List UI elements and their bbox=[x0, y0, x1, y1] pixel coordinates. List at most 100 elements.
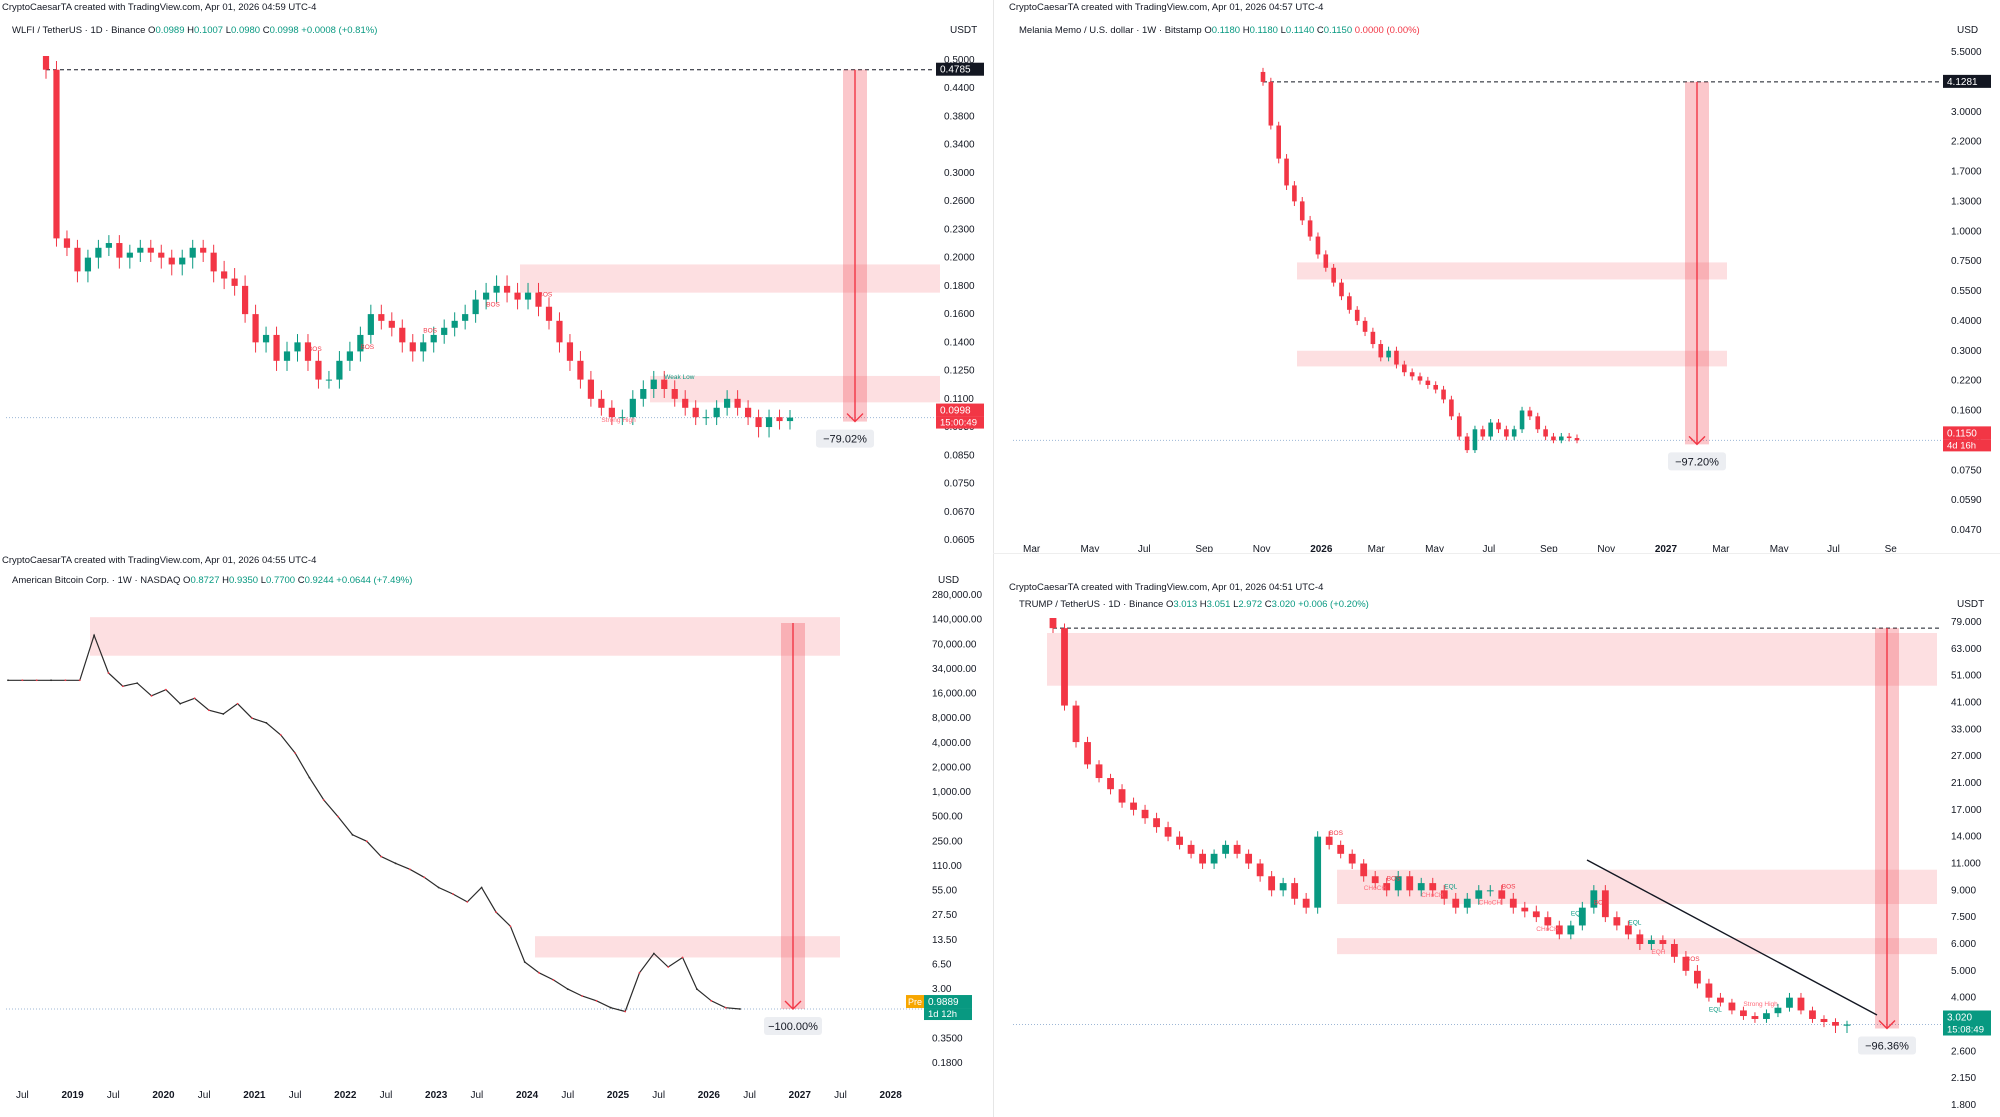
trend-line bbox=[1586, 859, 1878, 1016]
candle-body bbox=[1302, 898, 1310, 908]
ath-tag-bg bbox=[1943, 74, 1991, 88]
y-tick-label: 13.50 bbox=[932, 935, 957, 946]
candle-body bbox=[1417, 883, 1425, 891]
structure-annotation: EQL bbox=[1571, 910, 1584, 917]
chart-american-bitcoin-svg[interactable]: American Bitcoin Corp. · 1W · NASDAQ O0.… bbox=[0, 553, 993, 1117]
candle-body bbox=[1107, 778, 1114, 790]
candle-body bbox=[671, 389, 678, 399]
drop-label: −100.00% bbox=[768, 1021, 818, 1033]
y-tick-label: 1.7000 bbox=[1951, 167, 1982, 178]
candle-body bbox=[1774, 1007, 1782, 1014]
candle-body bbox=[1535, 416, 1541, 430]
candle-body bbox=[786, 417, 794, 422]
candle-body bbox=[1378, 344, 1384, 358]
candle-body bbox=[388, 320, 395, 328]
x-tick-label: Jul bbox=[16, 1090, 29, 1101]
candle-body bbox=[524, 292, 532, 300]
candle-body bbox=[221, 271, 228, 279]
x-tick-label: Jul bbox=[1827, 544, 1840, 552]
candle-body bbox=[1440, 890, 1448, 899]
y-tick-label: 27.000 bbox=[1951, 751, 1982, 762]
x-tick-label: Jul bbox=[1138, 544, 1151, 552]
y-tick-label: 0.0470 bbox=[1951, 525, 1982, 536]
countdown: 15:00:49 bbox=[940, 418, 977, 429]
candle-body bbox=[1624, 925, 1632, 935]
y-tick-label: 0.1100 bbox=[944, 394, 974, 405]
candle-body bbox=[84, 257, 92, 272]
panel-divider-vertical bbox=[993, 0, 994, 1117]
x-tick-label: Jul bbox=[834, 1090, 847, 1101]
price-line bbox=[8, 633, 741, 1013]
candle-body bbox=[1488, 422, 1493, 437]
x-tick-label: Jul bbox=[1483, 544, 1496, 552]
structure-annotation: CHoCH bbox=[1421, 892, 1444, 899]
chart-panel-wlfi: CryptoCaesarTA created with TradingView.… bbox=[0, 0, 993, 552]
candle-body bbox=[63, 238, 71, 248]
chart-melania-svg[interactable]: Melania Memo / U.S. dollar · 1W · Bitsta… bbox=[1007, 0, 2000, 552]
price-point bbox=[452, 893, 454, 895]
candle-body bbox=[1551, 436, 1556, 441]
chart-wlfi-svg[interactable]: WLFI / TetherUS · 1D · Binance O0.0989 H… bbox=[0, 0, 993, 552]
x-tick-label: 2025 bbox=[607, 1090, 630, 1101]
candle-body bbox=[1567, 925, 1575, 935]
y-tick-label: 1.3000 bbox=[1951, 196, 1982, 207]
pre-label-bg bbox=[906, 995, 924, 1009]
y-tick-label: 0.1250 bbox=[944, 366, 975, 377]
price-point bbox=[408, 868, 411, 871]
candle-body bbox=[744, 407, 752, 418]
drop-label-bg bbox=[1668, 452, 1726, 471]
candle-body bbox=[1728, 1002, 1736, 1011]
candle-body bbox=[1049, 618, 1057, 629]
candle-body bbox=[1578, 907, 1586, 926]
candle-body bbox=[1659, 940, 1667, 944]
price-point bbox=[251, 717, 253, 720]
price-point bbox=[337, 815, 340, 818]
chart-credit: CryptoCaesarTA created with TradingView.… bbox=[1009, 582, 1324, 593]
y-tick-label: 0.1800 bbox=[932, 1058, 963, 1069]
price-point bbox=[21, 679, 24, 682]
x-tick-label: Jul bbox=[652, 1090, 665, 1101]
structure-annotation: BOS bbox=[308, 346, 322, 353]
candle-body bbox=[587, 379, 595, 399]
candle-body bbox=[1233, 844, 1241, 854]
price-point bbox=[7, 679, 9, 682]
currency-label: USD bbox=[938, 575, 959, 586]
y-tick-label: 51.000 bbox=[1951, 671, 1982, 682]
candle-body bbox=[262, 334, 270, 343]
structure-annotation: BOS bbox=[1387, 875, 1401, 882]
candle-body bbox=[1509, 898, 1517, 908]
candle-body bbox=[1130, 802, 1137, 810]
drop-label: −79.02% bbox=[823, 434, 867, 446]
y-tick-label: 5.000 bbox=[1951, 966, 1976, 977]
structure-annotation: BOS bbox=[1502, 884, 1516, 891]
candle-body bbox=[493, 285, 500, 293]
y-tick-label: 140,000.00 bbox=[932, 615, 982, 626]
y-tick-label: 41.000 bbox=[1951, 698, 1982, 709]
supply-zone bbox=[650, 375, 940, 403]
candle-body bbox=[1362, 320, 1368, 332]
candle-body bbox=[1383, 883, 1391, 891]
candle-body bbox=[765, 417, 773, 428]
candle-body bbox=[503, 285, 511, 293]
candle-body bbox=[577, 360, 584, 380]
chart-trump-svg[interactable]: TRUMP / TetherUS · 1D · Binance O3.013 H… bbox=[1007, 580, 2000, 1117]
price-point bbox=[495, 911, 497, 914]
price-point bbox=[581, 995, 584, 997]
candle-body bbox=[1402, 364, 1407, 373]
candle-body bbox=[105, 243, 112, 248]
price-point bbox=[164, 688, 167, 691]
x-tick-label: Sep bbox=[1540, 544, 1558, 552]
candle-body bbox=[1751, 1016, 1759, 1019]
candle-body bbox=[1292, 185, 1297, 202]
price-point bbox=[236, 702, 239, 705]
y-tick-label: 0.1400 bbox=[944, 337, 975, 348]
candle-body bbox=[472, 299, 479, 315]
candle-body bbox=[304, 342, 312, 361]
price-point bbox=[193, 697, 196, 700]
candle-body bbox=[776, 417, 783, 422]
drop-label-bg bbox=[1858, 1036, 1916, 1055]
currency-label: USDT bbox=[1957, 599, 1984, 610]
y-tick-label: 0.1600 bbox=[944, 309, 975, 320]
structure-annotation: EQL bbox=[1709, 1007, 1722, 1014]
candle-body bbox=[1339, 282, 1344, 297]
